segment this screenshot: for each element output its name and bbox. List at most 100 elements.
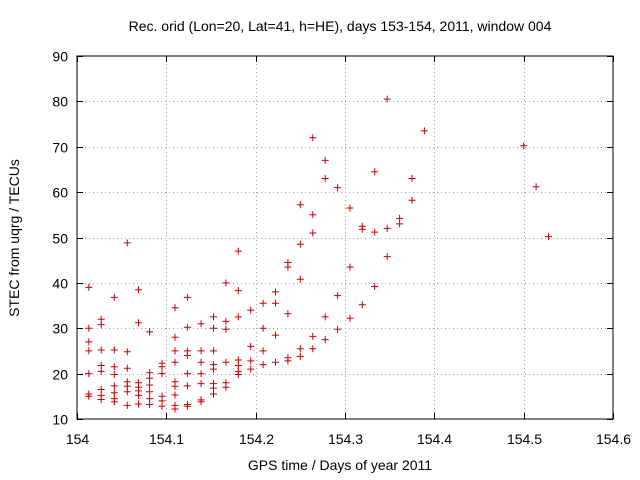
data-point (97, 386, 105, 393)
data-point (222, 358, 230, 366)
data-point (123, 239, 131, 247)
data-point (183, 370, 191, 378)
data-point (171, 304, 179, 312)
data-point (171, 358, 179, 366)
data-point (123, 388, 131, 396)
data-point (284, 263, 292, 271)
data-point (110, 371, 118, 378)
data-point (309, 134, 317, 142)
data-point (222, 325, 230, 333)
x-tick-label: 154.5 (507, 431, 542, 447)
data-point (97, 396, 105, 403)
y-tick-label: 40 (52, 276, 68, 292)
data-points (85, 95, 552, 413)
data-point (259, 324, 267, 332)
data-point (259, 347, 267, 355)
data-point (532, 183, 540, 191)
data-point (123, 348, 131, 356)
axis-ticks: 154 154.1 154.2 154.3 154.4 154.5 154.6 10 20 30 4… (52, 49, 631, 448)
data-point (210, 384, 217, 392)
data-point (197, 358, 205, 366)
data-point (85, 370, 93, 378)
data-point (247, 342, 255, 350)
data-point (247, 365, 255, 373)
data-point (135, 400, 142, 408)
data-point (284, 357, 292, 365)
data-point (383, 95, 391, 103)
data-point (85, 392, 93, 400)
data-point (146, 381, 154, 389)
data-point (272, 299, 279, 307)
data-point (371, 283, 379, 290)
data-point (158, 402, 166, 410)
data-point (358, 225, 366, 233)
data-point (284, 310, 292, 318)
data-point (110, 389, 118, 397)
data-point (171, 347, 179, 355)
x-tick-label: 154.3 (328, 431, 363, 447)
data-point (183, 352, 191, 359)
data-point (234, 287, 242, 295)
data-point (346, 314, 354, 322)
data-point (296, 275, 304, 283)
data-point (197, 398, 205, 406)
data-point (296, 240, 304, 248)
data-point (309, 211, 317, 219)
x-tick-label: 154.2 (239, 431, 274, 447)
chart-title: Rec. orid (Lon=20, Lat=41, h=HE), days 1… (129, 18, 552, 34)
data-point (97, 321, 105, 329)
data-point (135, 286, 142, 294)
data-point (296, 345, 304, 353)
data-point (210, 347, 217, 355)
data-point (272, 358, 279, 366)
y-tick-label: 80 (52, 94, 68, 110)
data-point (371, 228, 379, 236)
data-point (520, 142, 528, 150)
data-point (259, 361, 267, 369)
y-tick-label: 60 (52, 185, 68, 201)
data-point (85, 338, 93, 346)
data-point (247, 357, 255, 365)
data-point (197, 320, 205, 328)
data-point (171, 382, 179, 390)
grid-lines (77, 56, 613, 419)
data-point (110, 346, 118, 354)
data-point (197, 347, 205, 355)
data-point (222, 279, 230, 287)
x-axis-label: GPS time / Days of year 2011 (248, 457, 432, 473)
data-point (222, 383, 230, 391)
data-point (234, 371, 242, 378)
data-point (183, 402, 191, 410)
data-point (110, 363, 118, 371)
data-point (234, 247, 242, 255)
data-point (110, 398, 118, 406)
data-point (346, 204, 354, 212)
y-tick-label: 20 (52, 367, 68, 383)
data-point (296, 352, 304, 360)
data-point (396, 220, 404, 228)
data-point (371, 168, 379, 176)
data-point (222, 317, 230, 325)
data-point (296, 201, 304, 209)
data-point (171, 405, 179, 413)
data-point (309, 345, 317, 353)
data-point (183, 293, 191, 301)
data-point (234, 313, 242, 321)
data-point (158, 363, 166, 371)
y-tick-label: 90 (52, 49, 68, 65)
data-point (135, 319, 142, 327)
data-point (334, 292, 342, 300)
data-point (545, 233, 552, 241)
y-tick-label: 50 (52, 231, 68, 247)
data-point (85, 283, 93, 291)
data-point (97, 367, 105, 375)
data-point (383, 253, 391, 261)
data-point (97, 346, 105, 354)
data-point (309, 229, 317, 237)
data-point (183, 323, 191, 331)
data-point (272, 331, 279, 339)
data-point (123, 401, 131, 409)
data-point (321, 336, 329, 344)
data-point (309, 332, 317, 340)
